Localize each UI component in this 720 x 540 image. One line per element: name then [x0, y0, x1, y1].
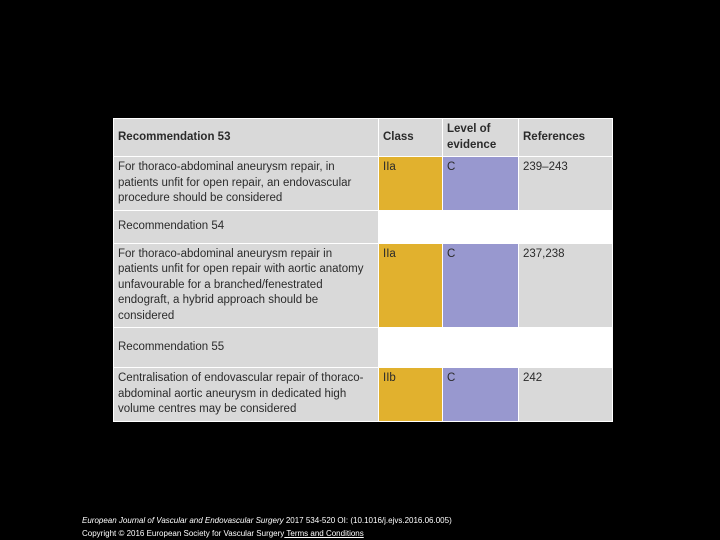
header-references: References: [518, 118, 613, 157]
recommendations-table: Recommendation 53 Class Level of evidenc…: [113, 118, 613, 422]
class-cell: IIa: [378, 156, 443, 211]
copyright-text: Copyright © 2016 European Society for Va…: [82, 529, 285, 538]
header-class: Class: [378, 118, 443, 157]
header-recommendation-53: Recommendation 53: [113, 118, 379, 157]
citation-details: 2017 534-520 OI: (10.1016/j.ejvs.2016.06…: [283, 516, 452, 525]
terms-and-conditions-link[interactable]: Terms and Conditions: [284, 529, 364, 538]
recommendation-text: For thoraco-abdominal aneurysm repair in…: [113, 242, 379, 328]
citation-footer: European Journal of Vascular and Endovas…: [82, 514, 452, 540]
journal-name: European Journal of Vascular and Endovas…: [82, 516, 284, 525]
table-row: For thoraco-abdominal aneurysm repair, i…: [113, 156, 613, 211]
header-level-of-evidence: Level of evidence: [442, 118, 519, 157]
level-cell: C: [442, 242, 519, 328]
recommendation-text: For thoraco-abdominal aneurysm repair, i…: [113, 156, 379, 211]
empty-cell: [518, 209, 613, 244]
empty-cell: [378, 327, 443, 368]
section-row: Recommendation 54: [113, 209, 613, 244]
empty-cell: [442, 327, 519, 368]
table-row: Centralisation of endovascular repair of…: [113, 367, 613, 422]
references-cell: 239–243: [518, 156, 613, 211]
section-row: Recommendation 55: [113, 327, 613, 368]
section-title: Recommendation 55: [113, 327, 379, 368]
empty-cell: [442, 209, 519, 244]
empty-cell: [378, 209, 443, 244]
table-header-row: Recommendation 53 Class Level of evidenc…: [113, 118, 613, 157]
empty-cell: [518, 327, 613, 368]
section-title: Recommendation 54: [113, 209, 379, 244]
citation-line: European Journal of Vascular and Endovas…: [82, 514, 452, 527]
level-cell: C: [442, 156, 519, 211]
references-cell: 237,238: [518, 242, 613, 328]
references-cell: 242: [518, 367, 613, 422]
table-row: For thoraco-abdominal aneurysm repair in…: [113, 242, 613, 328]
level-cell: C: [442, 367, 519, 422]
recommendation-text: Centralisation of endovascular repair of…: [113, 367, 379, 422]
copyright-line: Copyright © 2016 European Society for Va…: [82, 527, 452, 540]
class-cell: IIa: [378, 242, 443, 328]
class-cell: IIb: [378, 367, 443, 422]
